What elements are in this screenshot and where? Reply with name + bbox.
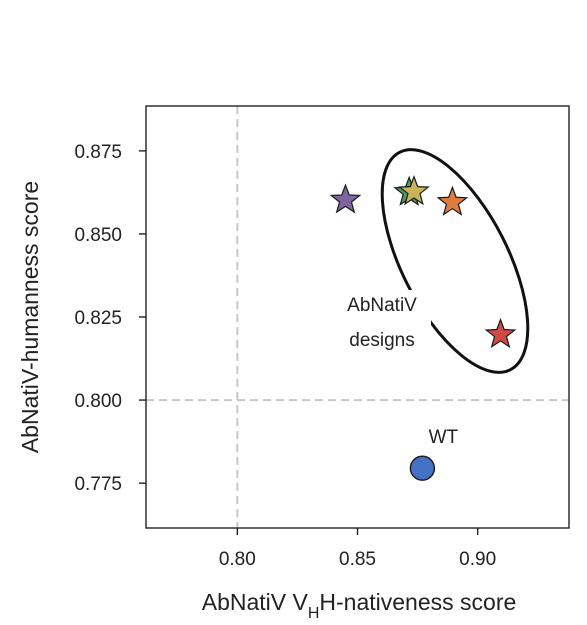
x-axis-title-prefix: AbNatiV V [202,589,309,615]
y-axis-title: AbNatiV-humanness score [17,181,43,453]
x-tick-label: 0.85 [339,549,376,570]
data-points [329,175,517,481]
designs-ellipse [380,148,530,374]
annotation-line-1: AbNatiV [347,295,417,316]
annotation-line-2: designs [349,330,415,351]
y-tick-label: 0.875 [74,142,122,163]
data-point-star [436,185,469,216]
x-tick-label: 0.90 [459,549,496,570]
x-axis-title-subscript: H [308,605,320,622]
point-label: WT [429,427,459,448]
y-tick-label: 0.825 [74,308,122,329]
x-tick-label: 0.80 [219,549,256,570]
data-point-star [329,183,362,214]
annotation-layer: AbNatiV designs [333,148,530,374]
reference-lines [146,106,569,528]
y-tick-label: 0.800 [74,391,122,412]
y-tick-label: 0.775 [74,474,122,495]
point-labels: WT [429,427,459,448]
axes: 0.80 0.85 0.90 0.775 0.800 0.825 0.850 0.875 [74,105,570,570]
data-point-circle [409,455,436,481]
designs-label-backdrop [333,290,431,354]
x-axis-title: AbNatiV VHH-nativeness score [202,589,517,622]
y-tick-label: 0.850 [74,225,122,246]
data-point-star [484,317,517,349]
data-point-star [398,175,430,206]
x-axis-title-suffix: H-nativeness score [319,589,516,615]
